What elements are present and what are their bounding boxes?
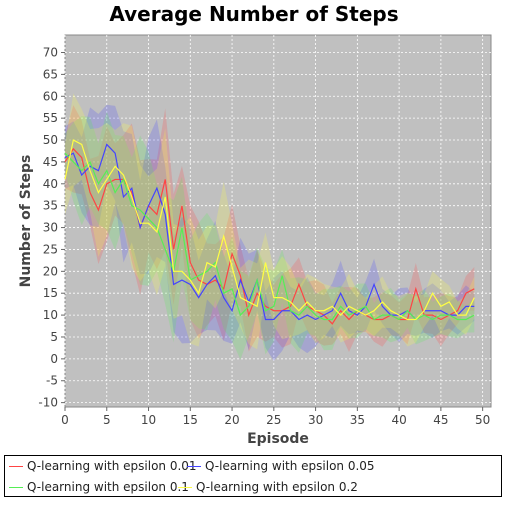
x-tick-label-0: 0 <box>61 413 69 427</box>
y-tick-label-14: 60 <box>43 89 58 103</box>
y-tick-label-12: 50 <box>43 133 58 147</box>
series-lines <box>64 139 475 325</box>
x-tick-label-8: 40 <box>391 413 406 427</box>
legend-label-2: Q-learning with epsilon 0.1 <box>27 480 189 494</box>
line-series-3 <box>64 139 475 321</box>
y-tick-label-8: 30 <box>43 221 58 235</box>
x-tick-label-7: 35 <box>350 413 365 427</box>
y-tick-label-6: 20 <box>43 264 58 278</box>
legend-swatch-0 <box>9 466 23 467</box>
y-tick-label-5: 15 <box>43 286 58 300</box>
legend: Q-learning with epsilon 0.01 Q-learning … <box>4 455 502 497</box>
confidence-bands <box>65 93 475 361</box>
band-series-1 <box>65 104 475 361</box>
plot-area <box>64 34 492 408</box>
grid-lines <box>64 35 491 407</box>
x-tick-label-5: 25 <box>266 413 281 427</box>
legend-label-1: Q-learning with epsilon 0.05 <box>205 459 375 473</box>
y-tick-label-0: -10 <box>38 396 58 410</box>
y-tick-label-11: 45 <box>43 155 58 169</box>
y-tick-label-7: 25 <box>43 242 58 256</box>
legend-item-3: Q-learning with epsilon 0.2 <box>178 480 358 494</box>
legend-swatch-1 <box>187 466 201 467</box>
legend-item-2: Q-learning with epsilon 0.1 <box>9 480 189 494</box>
legend-swatch-3 <box>178 487 192 488</box>
y-axis-label: Number of Steps <box>18 155 34 288</box>
y-tick-label-10: 40 <box>43 177 58 191</box>
y-tick-label-9: 35 <box>43 199 58 213</box>
y-tick-label-4: 10 <box>43 308 58 322</box>
y-axis: -10 -5 0 5 10 15 20 25 30 35 40 45 50 55 60 65 70 <box>38 46 65 410</box>
x-tick-label-2: 10 <box>141 413 156 427</box>
y-tick-label-2: 0 <box>50 352 58 366</box>
band-series-0 <box>65 105 475 352</box>
y-tick-label-13: 55 <box>43 111 58 125</box>
legend-label-0: Q-learning with epsilon 0.01 <box>27 459 197 473</box>
x-axis-label: Episode <box>247 431 309 447</box>
x-axis: 0 5 10 15 20 25 30 35 40 45 50 <box>61 407 490 427</box>
y-tick-label-3: 5 <box>50 330 58 344</box>
legend-item-1: Q-learning with epsilon 0.05 <box>187 459 375 473</box>
y-tick-label-1: -5 <box>46 374 58 388</box>
band-series-3 <box>65 93 475 350</box>
x-tick-label-1: 5 <box>103 413 111 427</box>
x-tick-label-9: 45 <box>433 413 448 427</box>
legend-item-0: Q-learning with epsilon 0.01 <box>9 459 197 473</box>
x-tick-label-6: 30 <box>308 413 323 427</box>
legend-swatch-2 <box>9 487 23 488</box>
x-tick-label-10: 50 <box>475 413 490 427</box>
x-tick-label-4: 20 <box>224 413 239 427</box>
band-series-2 <box>65 111 475 360</box>
x-tick-label-3: 15 <box>183 413 198 427</box>
y-tick-label-15: 65 <box>43 67 58 81</box>
y-tick-label-16: 70 <box>43 46 58 60</box>
legend-label-3: Q-learning with epsilon 0.2 <box>196 480 358 494</box>
chart-title: Average Number of Steps <box>109 2 398 26</box>
line-series-2 <box>64 152 475 321</box>
